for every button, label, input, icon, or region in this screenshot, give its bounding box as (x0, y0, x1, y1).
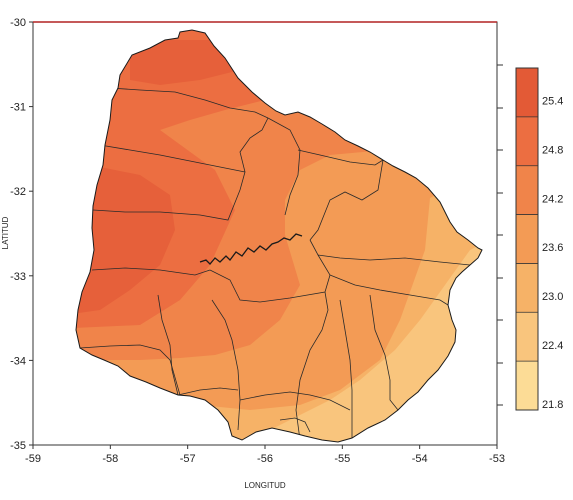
legend-label: 24.2 (542, 193, 563, 205)
temperature-field (76, 30, 482, 442)
legend-swatch (516, 68, 538, 117)
boundary-rocha (369, 294, 399, 411)
boundary-canelones (239, 391, 351, 411)
band-25-4-north (130, 40, 240, 85)
boundary-treinta-y-tres (317, 254, 471, 266)
x-tick-label: -53 (489, 453, 505, 465)
y-axis-title: LATITUD (1, 216, 10, 249)
x-axis: -59 -58 -57 -56 -55 -54 -53 (25, 445, 505, 465)
x-tick-label: -54 (412, 453, 428, 465)
legend-label: 25.4 (542, 96, 563, 108)
boundary-rivera (239, 117, 269, 191)
legend-label: 22.4 (542, 340, 563, 352)
boundary-artigas-salto (109, 87, 269, 119)
legend-swatch (516, 312, 538, 362)
department-boundaries (79, 87, 471, 441)
legend-label: 23.6 (542, 242, 563, 254)
boundary-paysandu-rio-negro (92, 189, 241, 221)
country-outline (75, 29, 483, 443)
boundary-rivera-cerro (297, 149, 384, 166)
y-tick-label: -32 (10, 186, 26, 198)
boundary-montevideo (279, 417, 311, 433)
legend-label: 23.0 (542, 291, 563, 303)
boundary-treinta-y-tres-south (329, 274, 449, 306)
legend-swatch (516, 214, 538, 264)
x-tick-label: -59 (25, 453, 41, 465)
rio-negro-reservoir (199, 233, 303, 265)
boundary-cerro-largo (309, 159, 384, 241)
boundary-salto-paysandu (99, 144, 246, 173)
y-tick-label: -31 (10, 102, 26, 114)
legend-label: 21.8 (542, 399, 563, 411)
y-tick-label: -34 (10, 355, 26, 367)
boundary-florida-lavalleja (295, 291, 329, 441)
band-25-4 (76, 160, 175, 320)
legend-swatch (516, 263, 538, 313)
boundary-durazno (209, 239, 331, 303)
legend-swatch (516, 116, 538, 166)
x-tick-label: -55 (334, 453, 350, 465)
legend-swatch (516, 165, 538, 215)
x-axis-title: LONGITUD (244, 481, 286, 490)
y-tick-label: -35 (10, 440, 26, 452)
y-axis: -30 -31 -32 -33 -34 -35 (10, 17, 33, 452)
x-tick-label: -57 (180, 453, 196, 465)
right-frame-ticks (497, 64, 503, 406)
y-tick-label: -30 (10, 17, 26, 29)
boundary-maldonado (339, 299, 353, 438)
x-tick-label: -56 (257, 453, 273, 465)
y-tick-label: -33 (10, 271, 26, 283)
color-legend: 25.4 24.8 24.2 23.6 23.0 22.4 21.8 (515, 67, 563, 411)
boundary-flores (157, 294, 179, 396)
legend-border (515, 67, 539, 411)
boundary-san-jose (177, 387, 239, 396)
legend-swatch (516, 361, 538, 410)
legend-label: 24.8 (542, 145, 563, 157)
boundary-florida (211, 299, 241, 431)
boundary-rio-negro-soriano (91, 267, 211, 276)
x-tick-label: -58 (102, 453, 118, 465)
boundary-tacuarembo (267, 117, 301, 216)
